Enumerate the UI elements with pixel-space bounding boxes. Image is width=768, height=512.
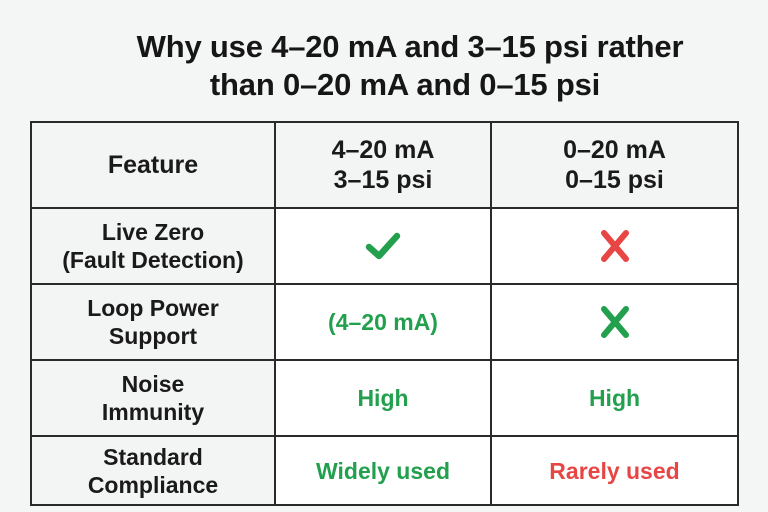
table-row: Live Zero (Fault Detection) [30,207,739,285]
feature-cell-loop-power: Loop Power Support [30,283,276,361]
feature-label-line-2: Support [108,323,198,349]
feature-label-line-1: Noise [121,371,185,397]
cross-icon [600,230,629,262]
value-cell-col-a [274,207,492,285]
feature-cell-live-zero: Live Zero (Fault Detection) [30,207,276,285]
header-zero-based-signals: 0–20 mA 0–15 psi [490,121,739,209]
title-line-2: than 0–20 mA and 0–15 psi [209,67,601,102]
header-col-a-line-1: 4–20 mA [331,136,435,164]
table-row: Noise Immunity High High [30,359,739,437]
value-cell-col-b: Rarely used [490,435,739,506]
value-cell-col-b: High [490,359,739,437]
value-cell-col-a: Widely used [274,435,492,506]
header-live-zero-signals: 4–20 mA 3–15 psi [274,121,492,209]
comparison-table: Feature 4–20 mA 3–15 psi 0–20 mA 0–15 ps… [30,121,739,506]
feature-label-line-1: Live Zero [101,219,205,245]
feature-label-line-2: Compliance [87,471,219,498]
value-text: High [588,385,641,411]
feature-label-line-1: Standard [103,443,203,470]
value-text: Rarely used [549,457,680,484]
value-cell-col-a: (4–20 mA) [274,283,492,361]
page-title: Why use 4–20 mA and 3–15 psi rather than… [0,28,768,104]
feature-label-line-2: (Fault Detection) [62,247,244,273]
value-cell-col-b [490,207,739,285]
value-text: (4–20 mA) [328,309,438,335]
feature-cell-noise-immunity: Noise Immunity [30,359,276,437]
table-row: Loop Power Support (4–20 mA) [30,283,739,361]
feature-label-line-1: Loop Power [87,295,219,321]
table-row: Standard Compliance Widely used Rarely u… [30,435,739,506]
header-col-b-line-2: 0–15 psi [565,166,664,194]
value-cell-col-b [490,283,739,361]
table-header-row: Feature 4–20 mA 3–15 psi 0–20 mA 0–15 ps… [30,121,739,209]
check-icon [365,232,401,260]
header-col-b-line-1: 0–20 mA [563,136,666,164]
header-feature: Feature [30,121,276,209]
feature-cell-standard-compliance: Standard Compliance [30,435,276,506]
value-text: Widely used [316,457,450,484]
title-line-1: Why use 4–20 mA and 3–15 psi rather [136,29,684,64]
header-feature-label: Feature [107,151,199,179]
value-cell-col-a: High [274,359,492,437]
value-text: High [357,385,409,411]
header-col-a-line-2: 3–15 psi [333,166,433,194]
cross-icon [600,306,629,338]
feature-label-line-2: Immunity [101,399,205,425]
